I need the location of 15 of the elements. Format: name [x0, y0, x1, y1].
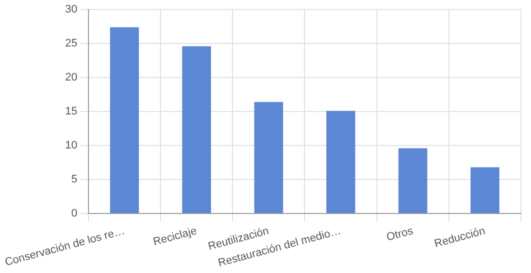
- y-tick-label: 30: [65, 4, 78, 16]
- y-tick-label: 10: [65, 140, 78, 152]
- y-tick-label: 0: [71, 208, 78, 220]
- bar: [254, 102, 284, 213]
- bar: [182, 46, 211, 213]
- bar: [326, 110, 356, 213]
- y-tick-label: 20: [65, 72, 78, 84]
- bar: [398, 148, 428, 213]
- y-tick-label: 15: [65, 106, 78, 118]
- y-tick-label: 25: [65, 38, 78, 50]
- x-tick-label: Otros: [385, 224, 415, 244]
- x-tick-label: Reciclaje: [152, 225, 198, 248]
- bar: [470, 167, 500, 213]
- y-tick-label: 5: [71, 174, 78, 186]
- bar: [110, 27, 139, 213]
